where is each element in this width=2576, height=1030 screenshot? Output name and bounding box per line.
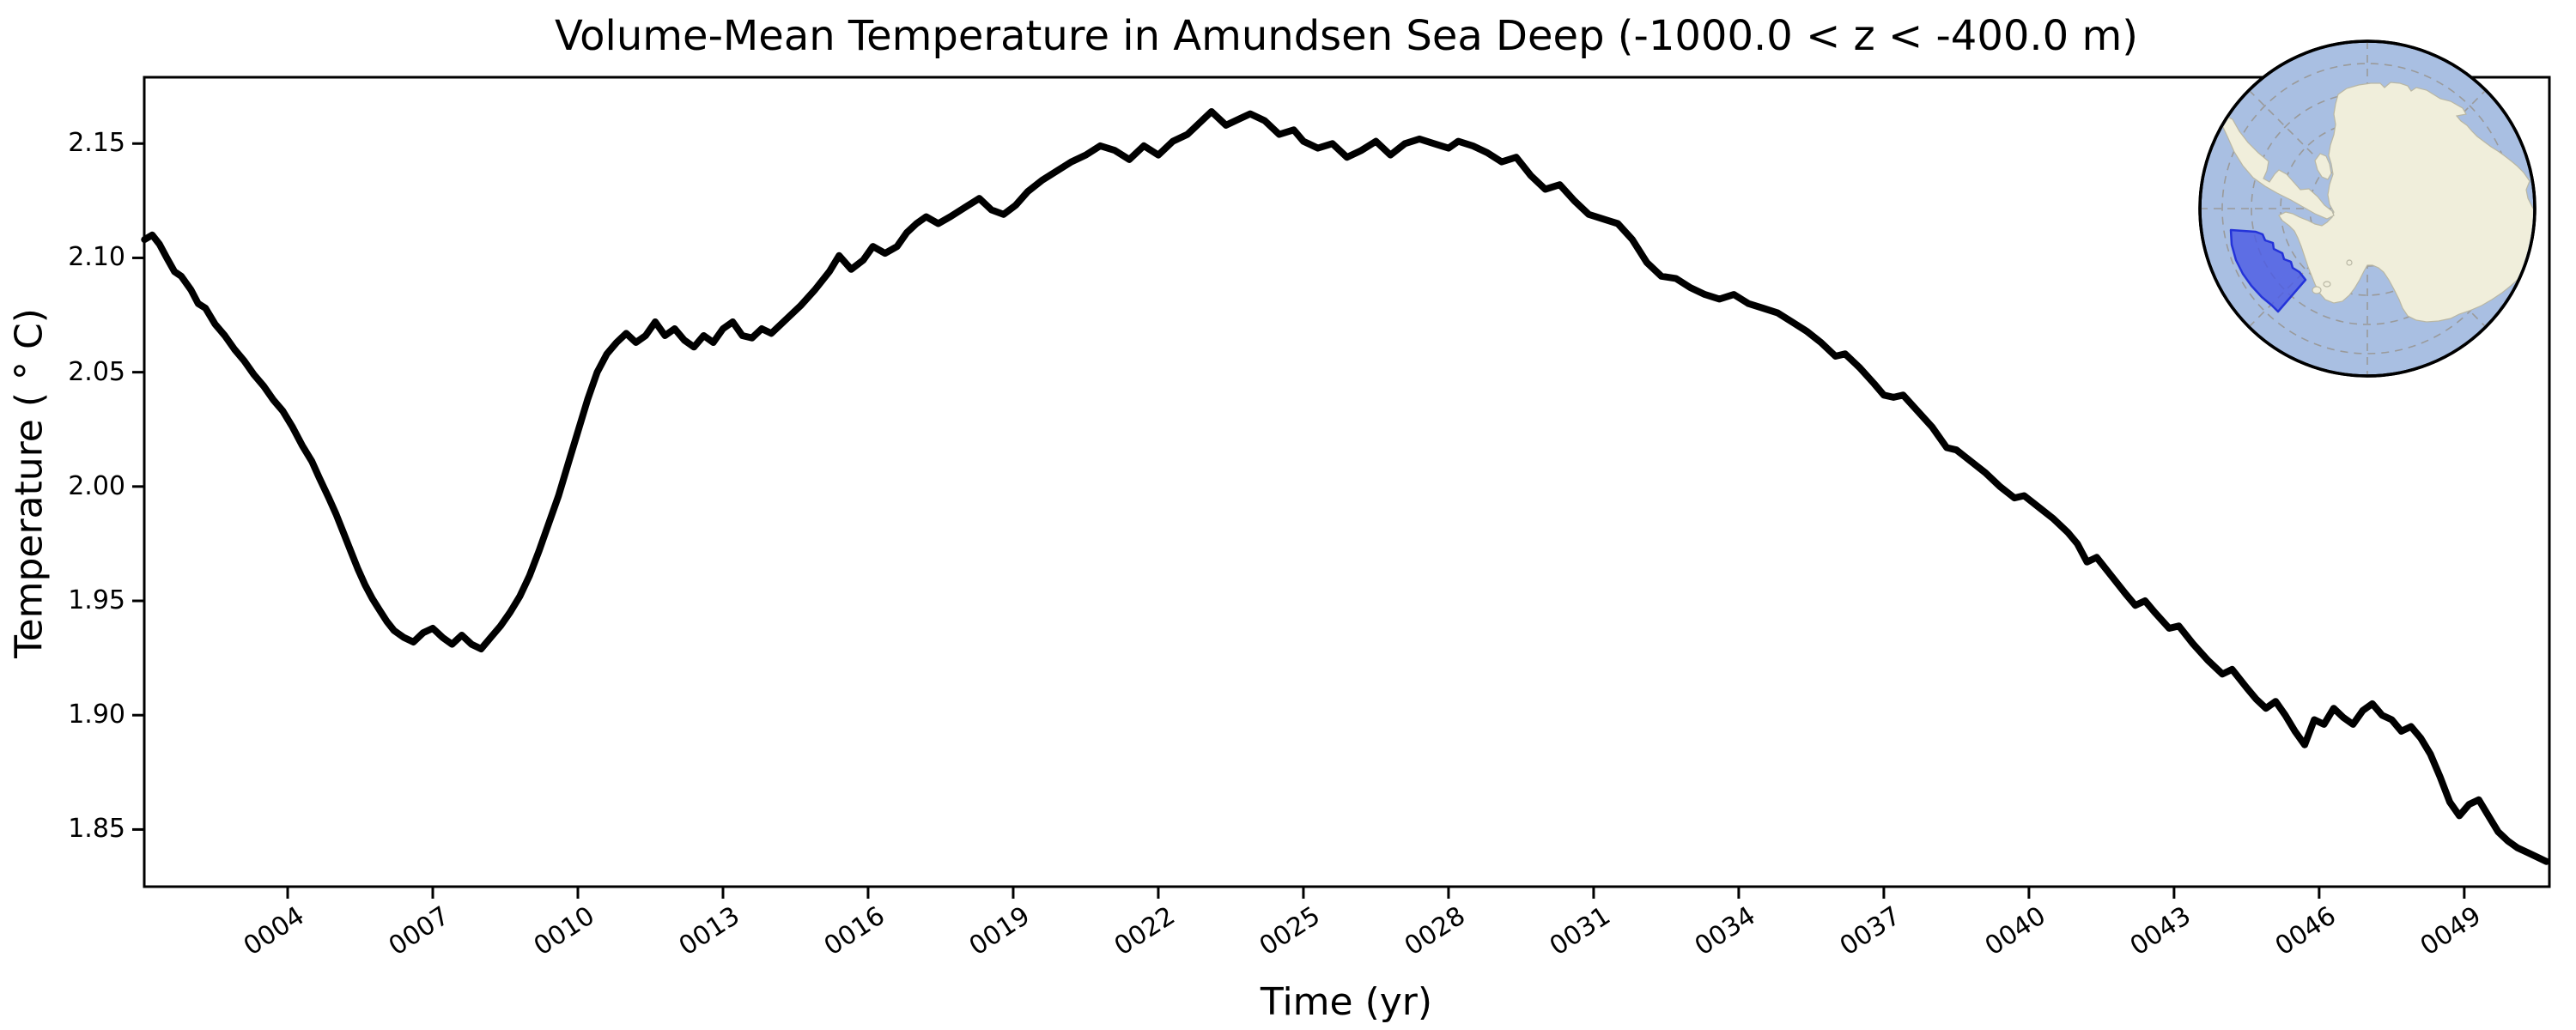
inset-globe-rim bbox=[2198, 39, 2537, 378]
island-small bbox=[2346, 259, 2353, 266]
island-alexander bbox=[2314, 153, 2332, 180]
temperature-series-line bbox=[141, 108, 2550, 865]
axis-ticks bbox=[132, 142, 2466, 899]
y-tick-label: 2.10 bbox=[68, 242, 125, 273]
x-axis-label: Time (yr) bbox=[1260, 980, 1433, 1024]
y-tick-label: 1.90 bbox=[68, 700, 125, 730]
antarctic-peninsula bbox=[2221, 114, 2335, 220]
inset-antarctica-land bbox=[2221, 82, 2533, 323]
island-ross-2 bbox=[2323, 281, 2331, 288]
amundsen-sea-region-highlight bbox=[2229, 228, 2307, 313]
y-tick-label: 2.00 bbox=[68, 470, 125, 501]
y-tick-label: 2.15 bbox=[68, 128, 125, 159]
y-tick-label: 1.85 bbox=[68, 814, 125, 845]
axes-spines bbox=[143, 76, 2551, 888]
y-tick-label: 2.05 bbox=[68, 356, 125, 387]
y-axis-label: Temperature ( ° C) bbox=[7, 308, 52, 658]
chart-title: Volume-Mean Temperature in Amundsen Sea … bbox=[555, 12, 2138, 60]
antarctica-inset-map bbox=[2198, 39, 2537, 378]
y-tick-label: 1.95 bbox=[68, 585, 125, 616]
antarctica-mainland bbox=[2278, 82, 2533, 323]
temperature-curve bbox=[141, 108, 2550, 865]
island-ross-1 bbox=[2312, 286, 2322, 294]
